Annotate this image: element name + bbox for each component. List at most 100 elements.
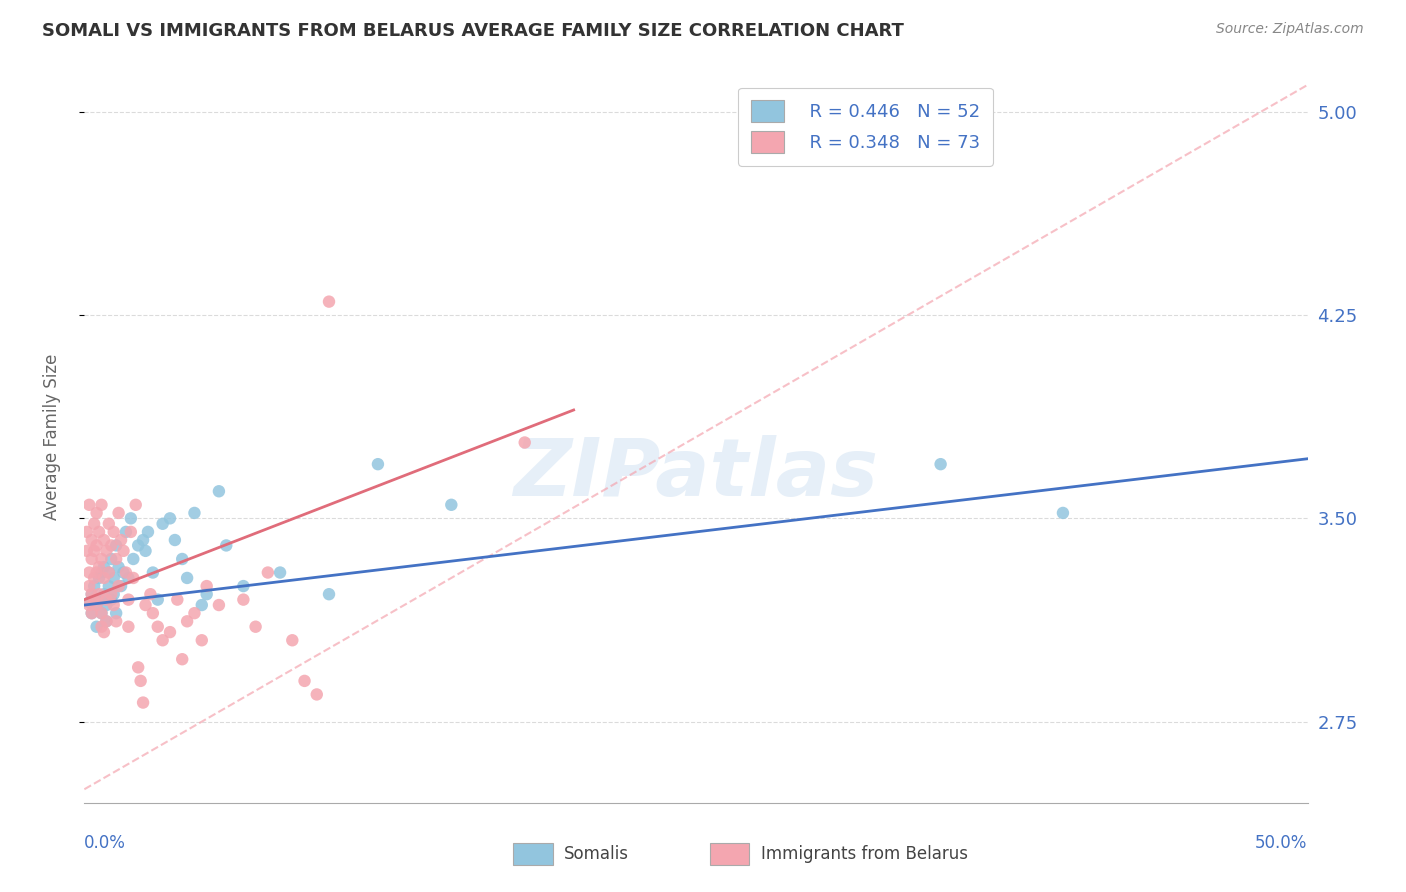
Point [232, 592, 254, 607]
Point [129, 673, 152, 688]
Text: 0.0%: 0.0% [84, 834, 127, 852]
Point [115, 566, 138, 580]
Point [103, 598, 125, 612]
Point [96, 615, 118, 629]
Point [215, 538, 238, 552]
Point [83, 571, 105, 585]
Point [513, 435, 536, 450]
Point [105, 615, 128, 629]
Point [96, 592, 118, 607]
Point [103, 587, 125, 601]
Point [195, 579, 218, 593]
Point [77, 595, 100, 609]
Point [90, 606, 112, 620]
Point [76, 544, 98, 558]
Point [86, 598, 108, 612]
Point [139, 587, 162, 601]
Y-axis label: Average Family Size: Average Family Size [42, 354, 60, 520]
Point [132, 696, 155, 710]
Point [142, 566, 165, 580]
Point [77, 579, 100, 593]
Point [107, 506, 129, 520]
Point [80, 587, 103, 601]
Point [87, 571, 110, 585]
Point [83, 544, 105, 558]
Point [97, 566, 120, 580]
Point [125, 498, 148, 512]
Point [87, 587, 110, 601]
Point [77, 598, 100, 612]
Text: 50.0%: 50.0% [1256, 834, 1308, 852]
Point [93, 571, 115, 585]
Point [87, 524, 110, 539]
Point [80, 606, 103, 620]
Point [107, 579, 129, 593]
Point [120, 524, 142, 539]
Point [191, 598, 214, 612]
Point [80, 533, 103, 547]
Point [100, 587, 122, 601]
Point [281, 633, 304, 648]
Point [132, 533, 155, 547]
Point [269, 566, 291, 580]
Point [117, 592, 139, 607]
Point [93, 625, 115, 640]
Point [110, 533, 132, 547]
Point [96, 544, 118, 558]
Point [135, 598, 157, 612]
Point [80, 606, 103, 620]
Point [105, 606, 128, 620]
Point [163, 533, 186, 547]
Point [77, 498, 100, 512]
Point [87, 592, 110, 607]
Point [122, 552, 145, 566]
Point [97, 566, 120, 580]
Point [86, 620, 108, 634]
Point [122, 571, 145, 585]
Point [115, 524, 138, 539]
Point [172, 652, 194, 666]
Point [80, 587, 103, 601]
Point [93, 587, 115, 601]
Point [152, 633, 174, 648]
Point [232, 579, 254, 593]
Legend:   R = 0.446   N = 52,   R = 0.348   N = 73: R = 0.446 N = 52, R = 0.348 N = 73 [738, 87, 993, 166]
Point [136, 524, 159, 539]
Point [183, 506, 205, 520]
Point [105, 552, 128, 566]
Point [257, 566, 280, 580]
Point [86, 566, 108, 580]
Point [166, 592, 188, 607]
Text: Immigrants from Belarus: Immigrants from Belarus [761, 845, 967, 863]
Point [120, 511, 142, 525]
Point [87, 560, 110, 574]
Point [100, 592, 122, 607]
Point [100, 538, 122, 552]
Point [83, 579, 105, 593]
Point [90, 498, 112, 512]
Point [90, 620, 112, 634]
Point [107, 560, 129, 574]
Point [112, 544, 135, 558]
Point [90, 552, 112, 566]
Point [97, 516, 120, 531]
Point [86, 538, 108, 552]
Point [172, 552, 194, 566]
Point [152, 516, 174, 531]
Point [86, 598, 108, 612]
Point [100, 552, 122, 566]
Point [90, 606, 112, 620]
Point [208, 484, 231, 499]
Point [195, 587, 218, 601]
Point [76, 524, 98, 539]
Point [440, 498, 463, 512]
Point [367, 457, 389, 471]
Point [83, 516, 105, 531]
Text: Somalis: Somalis [564, 845, 628, 863]
Point [142, 606, 165, 620]
Point [83, 592, 105, 607]
Point [103, 524, 125, 539]
Point [96, 598, 118, 612]
Point [318, 294, 340, 309]
Point [929, 457, 952, 471]
